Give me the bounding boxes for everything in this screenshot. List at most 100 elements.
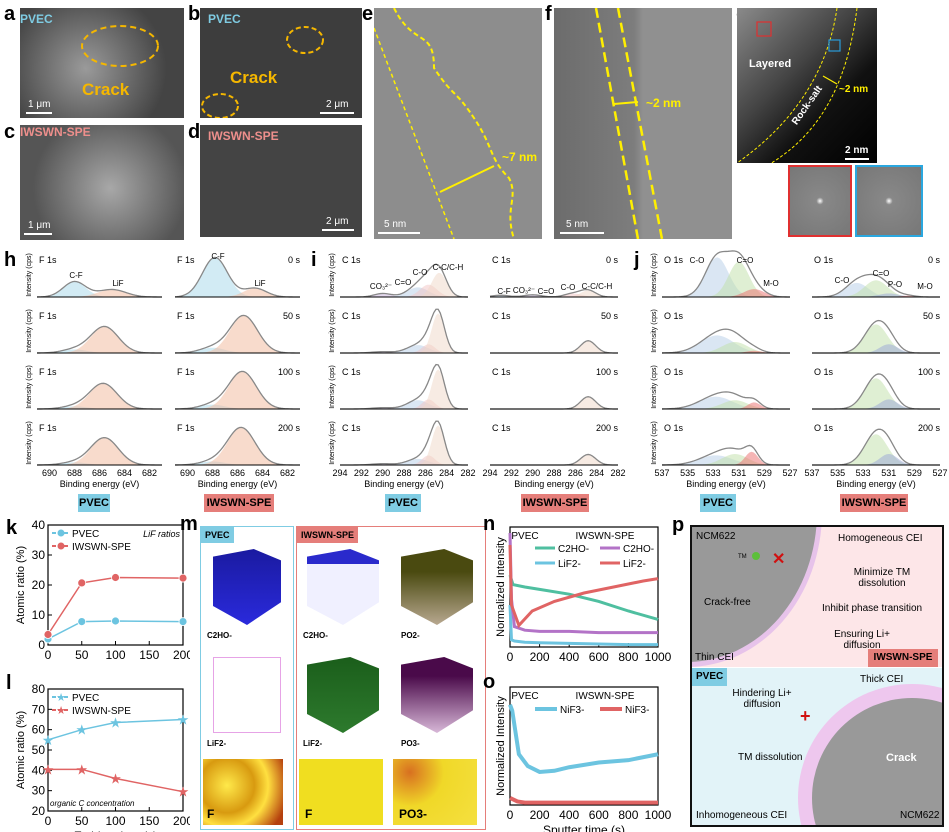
x-tick-label: 690 — [180, 468, 195, 478]
element-label: F 1s — [177, 423, 195, 433]
peak-component-F-1s-1-1 — [175, 347, 300, 353]
etch-time-label: 200 s — [918, 423, 941, 433]
element-label: C 1s — [342, 367, 361, 377]
peak-component-O-1s-1-1 — [812, 344, 940, 353]
peak-label: CO₃²⁻ — [513, 286, 535, 295]
element-label: F 1s — [39, 423, 57, 433]
tem-image-e: ~7 nm 5 nm — [374, 8, 542, 239]
envelope-F-1s-0-0 — [36, 280, 163, 298]
cube-lif2-pvec — [213, 657, 281, 733]
peak-label: C-C/C-H — [582, 282, 613, 291]
peak-component-F-1s-1-0 — [37, 326, 162, 353]
tm-dissolution-text: TM dissolution — [738, 752, 803, 763]
element-label: F 1s — [39, 255, 57, 265]
x-tick-label: 100 — [105, 814, 125, 828]
x-tick-label: 1000 — [645, 808, 672, 822]
x-tick-label: 682 — [142, 468, 157, 478]
cube-po3 — [401, 657, 473, 733]
x-tick-label: 537 — [654, 468, 669, 478]
y-axis-label: Intensity (cps) — [26, 421, 33, 465]
bottom-region: PVEC Thick CEI Hindering Li+ diffusion +… — [692, 668, 942, 825]
y-tick-label: 30 — [32, 784, 46, 798]
x-tick-label: 800 — [618, 650, 638, 664]
element-label: O 1s — [664, 255, 684, 265]
element-label: F 1s — [177, 255, 195, 265]
x-tick-label: 686 — [230, 468, 245, 478]
panel-label-c: c — [4, 121, 16, 143]
legend-marker: ★ — [56, 705, 66, 717]
cei-boundary — [594, 8, 664, 239]
series-line-pvec-c2ho- — [508, 574, 659, 621]
scale-label: 2 μm — [326, 216, 349, 227]
species-label: C2HO- — [303, 631, 328, 640]
sem-image-d: IWSWN-SPE 2 μm — [200, 125, 362, 237]
legend-label: C2HO- — [558, 544, 589, 555]
peak-component-F-1s-2-0 — [37, 383, 162, 409]
data-point: ★ — [177, 712, 190, 728]
y-tick-label: 80 — [32, 682, 46, 696]
fft-layered — [788, 165, 852, 237]
peak-component-C-1s-1-1 — [490, 340, 618, 353]
y-axis-label: Intensity (cps) — [651, 253, 658, 297]
peak-component-F-1s-0-0 — [37, 281, 162, 297]
x-tick-label: 282 — [460, 468, 475, 478]
scale-label: 1 μm — [28, 220, 51, 231]
envelope-F-1s-2-1 — [174, 370, 301, 410]
crack-free-label: Crack-free — [704, 597, 751, 608]
data-point — [178, 573, 188, 583]
scale-bar — [560, 232, 604, 234]
etch-time-label: 200 s — [596, 423, 619, 433]
x-tick-label: 288 — [546, 468, 561, 478]
legend-label: IWSWN-SPE — [72, 706, 131, 717]
peak-label: C-F — [211, 252, 224, 261]
scale-bar — [26, 112, 52, 114]
scale-label: 2 nm — [845, 145, 869, 156]
element-label: C 1s — [492, 255, 511, 265]
panel-label-b: b — [188, 3, 201, 25]
inhomogeneous-label: Inhomogeneous CEI — [696, 810, 788, 821]
inhibit-text: Inhibit phase transition — [822, 603, 923, 614]
peak-component-F-1s-0-0 — [37, 289, 162, 297]
tag-pvec-i: PVEC — [385, 494, 421, 512]
x-tick-label: 527 — [932, 468, 947, 478]
x-axis-label: Binding energy (eV) — [60, 479, 140, 489]
y-axis-label: Intensity (cps) — [26, 253, 33, 297]
legend-group: PVEC — [511, 531, 538, 542]
y-axis-label: Atomic ratio (%) — [15, 711, 27, 789]
x-tick-label: 684 — [117, 468, 132, 478]
chart-l: 0 50 100 150 200 20 30 40 50 60 70 80 Etching time (… — [15, 682, 190, 832]
sample-label: PVEC — [208, 12, 241, 26]
crack-label: Crack — [82, 80, 130, 99]
element-label: F 1s — [39, 367, 57, 377]
plot-frame — [509, 686, 659, 806]
peak-component-F-1s-2-1 — [175, 371, 300, 409]
peak-component-C-1s-0-0 — [340, 287, 468, 297]
x-tick-label: 0 — [507, 808, 514, 822]
thickness-label: ~7 nm — [502, 150, 538, 164]
scale-bar — [320, 112, 354, 114]
peak-component-C-1s-1-0 — [340, 345, 468, 353]
ncm-label: NCM622 — [900, 810, 940, 821]
peak-component-F-1s-1-0 — [37, 349, 162, 353]
x-axis-label: Binding energy (eV) — [364, 479, 444, 489]
y-tick-label: 40 — [32, 763, 46, 777]
peak-component-C-1s-2-0 — [340, 369, 468, 409]
legend-label: PVEC — [72, 529, 99, 540]
tm-label: TM — [738, 554, 747, 560]
x-axis-label: Binding energy (eV) — [836, 479, 916, 489]
sample-label: IWSWN-SPE — [20, 125, 91, 139]
panel-label-e: e — [362, 3, 374, 25]
element-label: C 1s — [492, 423, 511, 433]
ncm-particle-bottom — [812, 698, 942, 825]
scale-bar — [24, 233, 52, 235]
x-tick-label: 688 — [205, 468, 220, 478]
tag-iwswn-j: IWSWN-SPE — [840, 494, 908, 512]
series-line-iwswn-spe-lif2- — [508, 544, 659, 629]
peak-label: LiF — [254, 279, 265, 288]
x-tick-label: 682 — [280, 468, 295, 478]
cube-lif2-iwswn — [307, 657, 379, 733]
peak-label: C=O — [737, 256, 754, 265]
element-label: C 1s — [342, 311, 361, 321]
legend-group: PVEC — [511, 691, 538, 702]
etch-time-label: 0 s — [288, 255, 301, 265]
